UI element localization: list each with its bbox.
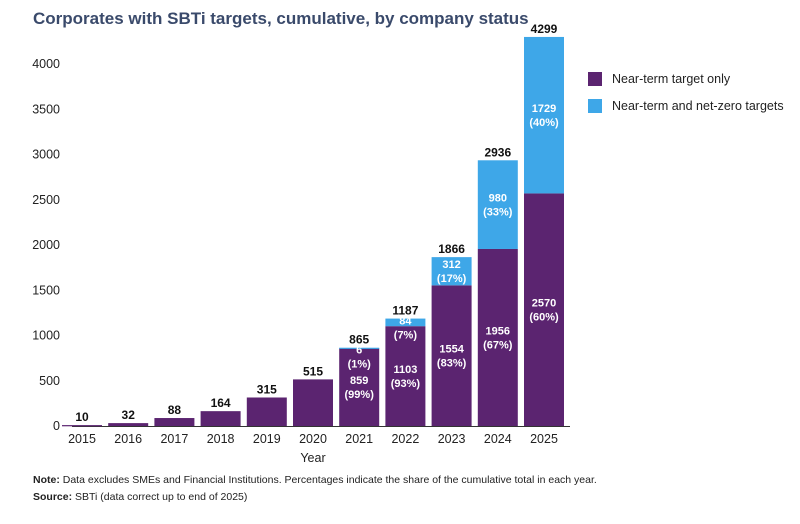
data-label-percent: (93%) — [391, 378, 421, 390]
data-label: 6 — [356, 345, 362, 357]
y-tick-label: 1500 — [32, 283, 60, 297]
data-label-percent: (1%) — [348, 359, 372, 371]
bar-net-zero — [431, 257, 472, 286]
y-tick-label: 2000 — [32, 238, 60, 252]
chart-title: Corporates with SBTi targets, cumulative… — [33, 9, 529, 28]
bar-near-term — [200, 411, 241, 426]
note: Note: Data excludes SMEs and Financial I… — [33, 474, 597, 486]
data-label: 84 — [399, 316, 412, 328]
source-label: Source: — [33, 491, 73, 503]
total-label: 1187 — [392, 304, 418, 318]
data-label-percent: (60%) — [529, 312, 559, 324]
source: Source: SBTi (data correct up to end of … — [33, 491, 247, 503]
data-label-percent: (83%) — [437, 358, 467, 370]
source-text: SBTi (data correct up to end of 2025) — [72, 491, 248, 503]
bar-net-zero — [339, 347, 380, 349]
y-tick-label: 500 — [39, 374, 60, 388]
y-tick-label: 2500 — [32, 193, 60, 207]
total-label: 2936 — [484, 145, 511, 159]
bar-near-term — [62, 425, 102, 427]
y-tick-label: 3000 — [32, 148, 60, 162]
data-label: 980 — [489, 193, 507, 205]
x-tick-label: 2024 — [484, 432, 512, 446]
total-label: 315 — [257, 382, 277, 396]
data-label: 1956 — [486, 325, 510, 337]
x-tick-label: 2021 — [345, 432, 373, 446]
data-label-percent: (67%) — [483, 339, 513, 351]
legend-swatch-net-zero — [588, 99, 602, 113]
legend-item-net-zero: Near-term and net-zero targets — [588, 99, 784, 113]
legend-swatch-near-term — [588, 72, 602, 86]
legend: Near-term target only Near-term and net-… — [588, 72, 784, 126]
bar-near-term — [339, 348, 380, 426]
y-tick-label: 0 — [53, 419, 60, 433]
total-label: 88 — [168, 403, 182, 417]
data-label-percent: (33%) — [483, 207, 513, 219]
bar-near-term — [293, 379, 333, 426]
note-text: Data excludes SMEs and Financial Institu… — [59, 474, 597, 486]
x-tick-label: 2022 — [391, 432, 419, 446]
y-tick-label: 3500 — [32, 102, 60, 116]
x-tick-label: 2015 — [68, 432, 96, 446]
bar-net-zero — [524, 36, 564, 194]
data-label: 2570 — [532, 298, 556, 310]
total-label: 1866 — [438, 242, 465, 256]
bar-near-term — [154, 418, 195, 426]
data-label-percent: (17%) — [437, 273, 467, 285]
bar-near-term — [108, 423, 149, 426]
total-label: 164 — [211, 396, 231, 410]
legend-label-net-zero: Near-term and net-zero targets — [612, 99, 784, 113]
bar-near-term — [385, 326, 426, 426]
bar-net-zero — [477, 160, 518, 249]
total-label: 515 — [303, 364, 323, 378]
data-label: 1103 — [393, 364, 417, 376]
x-tick-label: 2019 — [253, 432, 281, 446]
data-label-percent: (7%) — [394, 330, 418, 342]
data-label: 312 — [442, 259, 460, 271]
bar-net-zero — [385, 318, 426, 327]
total-label: 4299 — [531, 22, 558, 36]
x-tick-label: 2025 — [530, 432, 558, 446]
x-axis-title: Year — [300, 451, 325, 465]
bar-near-term — [431, 285, 472, 426]
data-label-percent: (99%) — [345, 389, 375, 401]
bar-near-term — [246, 397, 287, 426]
data-label-percent: (40%) — [529, 117, 559, 129]
x-tick-label: 2023 — [438, 432, 466, 446]
total-label: 865 — [349, 333, 369, 347]
x-tick-label: 2020 — [299, 432, 327, 446]
total-label: 32 — [122, 408, 136, 422]
bar-near-term — [477, 248, 518, 426]
y-tick-label: 1000 — [32, 329, 60, 343]
legend-label-near-term: Near-term target only — [612, 72, 731, 86]
x-tick-label: 2017 — [160, 432, 188, 446]
total-label: 10 — [75, 410, 89, 424]
note-label: Note: — [33, 474, 60, 486]
legend-item-near-term: Near-term target only — [588, 72, 784, 86]
bar-near-term — [524, 193, 564, 426]
x-tick-label: 2016 — [114, 432, 142, 446]
x-tick-label: 2018 — [207, 432, 235, 446]
y-tick-label: 4000 — [32, 57, 60, 71]
data-label: 859 — [350, 375, 368, 387]
data-label: 1554 — [439, 344, 464, 356]
data-label: 1729 — [532, 103, 556, 115]
